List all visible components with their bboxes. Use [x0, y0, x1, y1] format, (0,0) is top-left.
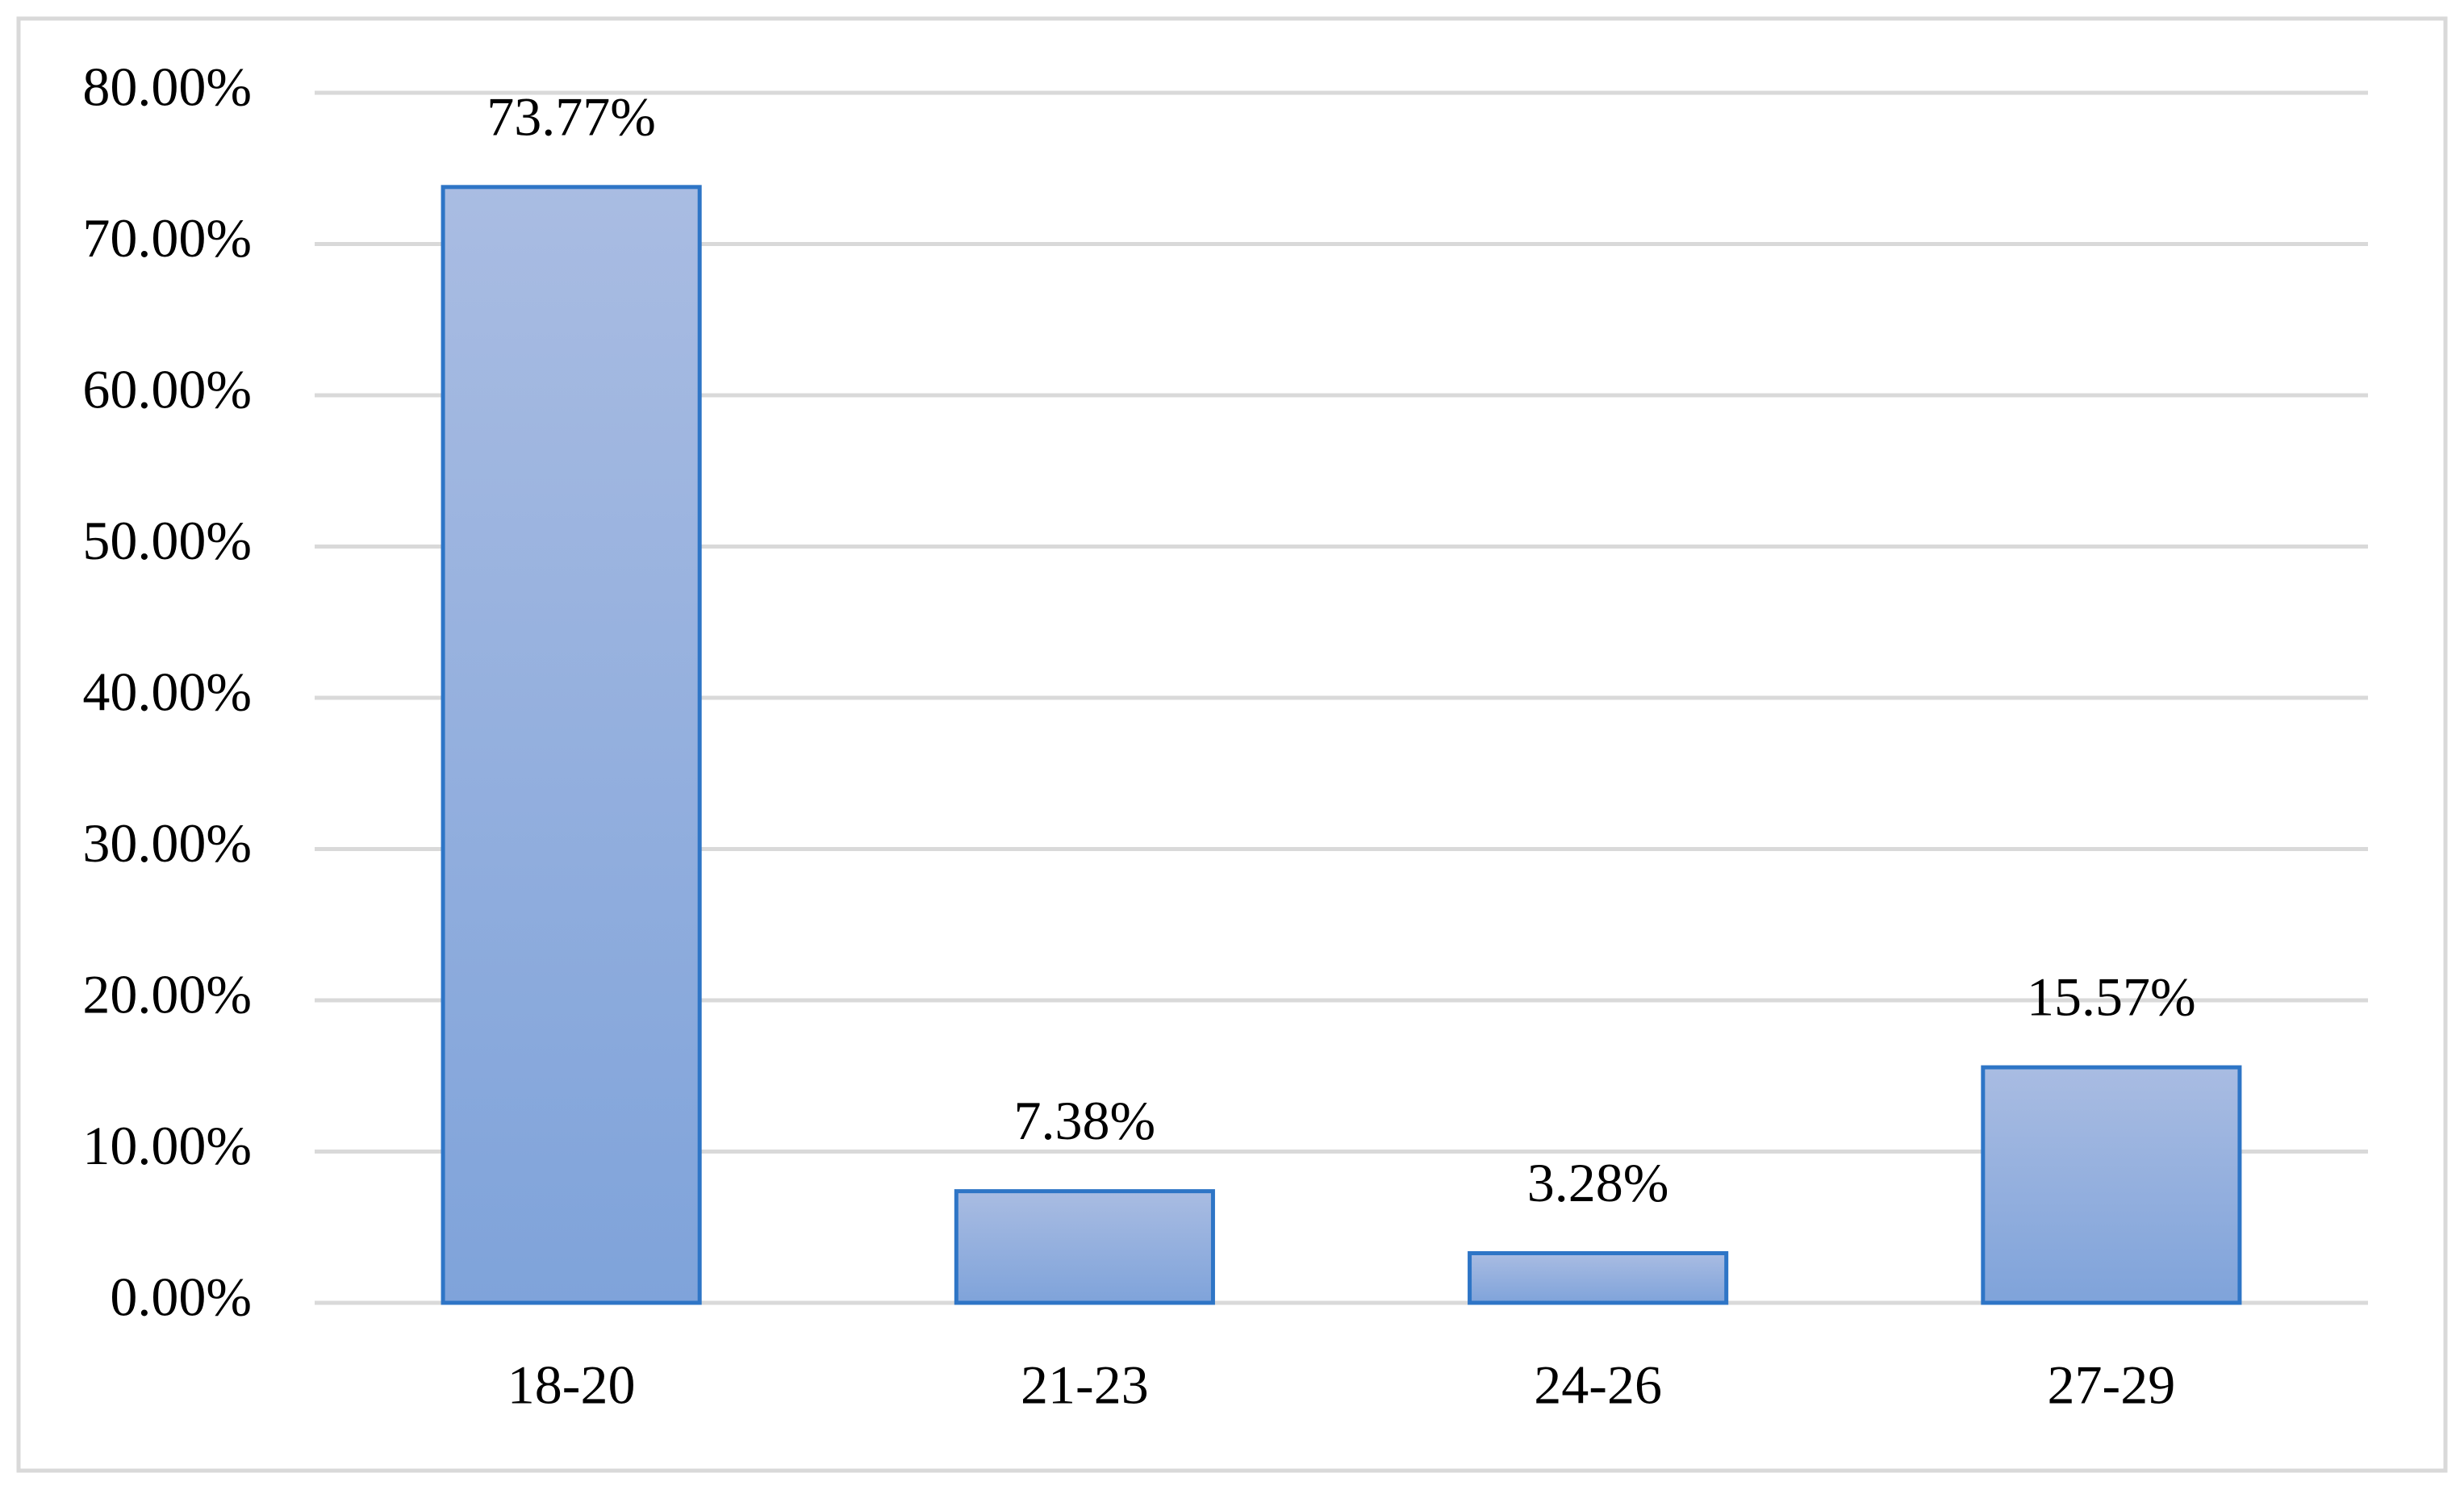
bar [954, 1189, 1215, 1305]
x-tick-label: 18-20 [507, 1354, 636, 1416]
bar [1468, 1251, 1729, 1305]
x-tick-label: 21-23 [1021, 1354, 1149, 1416]
y-tick-label: 50.00% [82, 510, 252, 571]
x-tick-label: 24-26 [1534, 1354, 1662, 1416]
bar [441, 185, 702, 1305]
y-tick-label: 20.00% [82, 964, 252, 1025]
data-label: 3.28% [1527, 1152, 1669, 1213]
y-tick-label: 30.00% [82, 812, 252, 874]
data-label: 15.57% [2027, 966, 2196, 1028]
y-tick-label: 80.00% [82, 56, 252, 118]
y-tick-label: 0.00% [110, 1267, 252, 1328]
y-tick-label: 70.00% [82, 207, 252, 269]
y-tick-label: 10.00% [82, 1115, 252, 1176]
data-label: 73.77% [487, 86, 656, 147]
y-tick-label: 60.00% [82, 359, 252, 420]
data-label: 7.38% [1014, 1090, 1156, 1151]
bar [1981, 1065, 2242, 1305]
y-tick-label: 40.00% [82, 661, 252, 723]
x-tick-label: 27-29 [2048, 1354, 2176, 1416]
